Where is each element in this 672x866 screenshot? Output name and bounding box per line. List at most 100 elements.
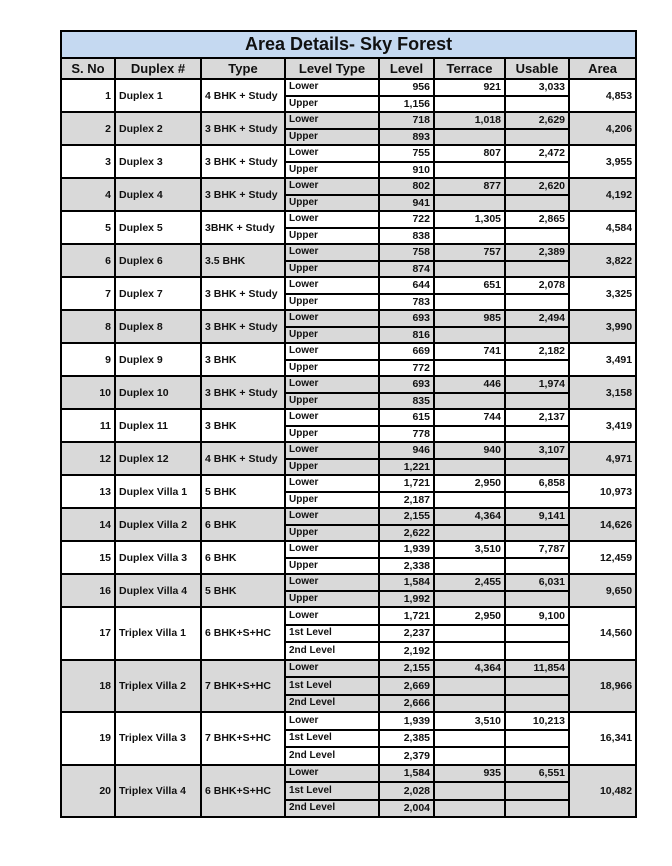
level-area-cell: 644	[378, 276, 435, 295]
level-area-cell: 2,192	[378, 641, 435, 661]
unit-name-cell: Duplex 9	[114, 342, 202, 377]
unit-name-cell: Duplex 7	[114, 276, 202, 311]
terrace-cell: 985	[433, 309, 506, 328]
usable-cell: 2,182	[504, 342, 570, 361]
unit-type-cell: 3 BHK + Study	[200, 177, 286, 212]
total-area-cell: 14,560	[567, 606, 638, 661]
terrace-empty-cell	[433, 693, 506, 713]
level-type-cell: Lower	[284, 573, 380, 592]
sno-cell: 10	[60, 375, 116, 410]
usable-empty-cell	[504, 193, 570, 212]
total-area-cell: 4,206	[567, 111, 638, 146]
level-type-cell: Upper	[284, 193, 380, 212]
unit-type-cell: 3 BHK + Study	[200, 111, 286, 146]
level-type-cell: Upper	[284, 424, 380, 443]
level-area-cell: 2,622	[378, 523, 435, 542]
total-area-cell: 9,650	[567, 573, 638, 608]
sno-cell: 9	[60, 342, 116, 377]
level-type-cell: Upper	[284, 325, 380, 344]
level-area-cell: 941	[378, 193, 435, 212]
level-type-cell: Upper	[284, 490, 380, 509]
usable-empty-cell	[504, 589, 570, 608]
table-subrow: Upper 2,338	[61, 556, 636, 575]
level-type-cell: Lower	[284, 276, 380, 295]
usable-empty-cell	[504, 391, 570, 410]
level-type-cell: 2nd Level	[284, 641, 380, 661]
level-type-cell: Upper	[284, 226, 380, 245]
level-area-cell: 2,237	[378, 623, 435, 643]
terrace-cell: 4,364	[433, 658, 506, 678]
level-area-cell: 718	[378, 111, 435, 130]
total-area-cell: 3,419	[567, 408, 638, 443]
unit-type-cell: 3BHK + Study	[200, 210, 286, 245]
level-area-cell: 874	[378, 259, 435, 278]
level-area-cell: 1,992	[378, 589, 435, 608]
table-row: 6 Duplex 6 3.5 BHK Lower 758 757 2,389 3,822	[60, 243, 638, 278]
usable-empty-cell	[504, 693, 570, 713]
area-details-table: Area Details- Sky Forest S. No Duplex # Ty…	[59, 30, 638, 818]
usable-empty-cell	[504, 226, 570, 245]
terrace-empty-cell	[433, 457, 506, 476]
usable-cell: 3,033	[504, 78, 570, 97]
usable-cell: 7,787	[504, 540, 570, 559]
header-duplex: Duplex #	[114, 57, 202, 80]
usable-empty-cell	[504, 94, 570, 113]
level-area-cell: 2,338	[378, 556, 435, 575]
level-type-cell: Lower	[284, 441, 380, 460]
table-row: 10 Duplex 10 3 BHK + Study Lower 693 446 1,974…	[60, 375, 638, 410]
header-level-type: Level Type	[284, 57, 380, 80]
unit-type-cell: 7 BHK+S+HC	[200, 711, 286, 766]
unit-name-cell: Duplex 3	[114, 144, 202, 179]
table-subrow: Upper 893	[61, 127, 636, 146]
level-area-cell: 2,187	[378, 490, 435, 509]
level-type-cell: Upper	[284, 292, 380, 311]
level-area-cell: 669	[378, 342, 435, 361]
sno-cell: 19	[60, 711, 116, 766]
unit-type-cell: 6 BHK	[200, 507, 286, 542]
level-type-cell: Lower	[284, 111, 380, 130]
usable-cell: 6,031	[504, 573, 570, 592]
table-subrow: Upper 1,221	[61, 457, 636, 476]
unit-name-cell: Duplex 2	[114, 111, 202, 146]
sno-cell: 13	[60, 474, 116, 509]
usable-empty-cell	[504, 490, 570, 509]
level-area-cell: 893	[378, 127, 435, 146]
usable-empty-cell	[504, 623, 570, 643]
usable-cell: 10,213	[504, 711, 570, 731]
table-subrow: Upper 835	[61, 391, 636, 410]
total-area-cell: 4,584	[567, 210, 638, 245]
header-level: Level	[378, 57, 435, 80]
unit-type-cell: 3 BHK + Study	[200, 144, 286, 179]
terrace-cell: 2,950	[433, 474, 506, 493]
unit-name-cell: Duplex Villa 1	[114, 474, 202, 509]
unit-name-cell: Duplex 12	[114, 441, 202, 476]
usable-empty-cell	[504, 325, 570, 344]
terrace-cell: 921	[433, 78, 506, 97]
usable-cell: 3,107	[504, 441, 570, 460]
level-type-cell: Lower	[284, 711, 380, 731]
level-type-cell: Upper	[284, 523, 380, 542]
terrace-cell: 446	[433, 375, 506, 394]
unit-name-cell: Duplex Villa 2	[114, 507, 202, 542]
level-type-cell: 2nd Level	[284, 693, 380, 713]
level-area-cell: 946	[378, 441, 435, 460]
level-area-cell: 1,939	[378, 711, 435, 731]
level-type-cell: Upper	[284, 589, 380, 608]
unit-name-cell: Triplex Villa 1	[114, 606, 202, 661]
total-area-cell: 3,955	[567, 144, 638, 179]
terrace-empty-cell	[433, 391, 506, 410]
unit-type-cell: 3 BHK	[200, 408, 286, 443]
sno-cell: 7	[60, 276, 116, 311]
usable-empty-cell	[504, 160, 570, 179]
total-area-cell: 3,822	[567, 243, 638, 278]
sno-cell: 1	[60, 78, 116, 113]
table-subrow: Upper 783	[61, 292, 636, 311]
unit-type-cell: 5 BHK	[200, 573, 286, 608]
terrace-empty-cell	[433, 490, 506, 509]
sno-cell: 6	[60, 243, 116, 278]
unit-type-cell: 4 BHK + Study	[200, 78, 286, 113]
